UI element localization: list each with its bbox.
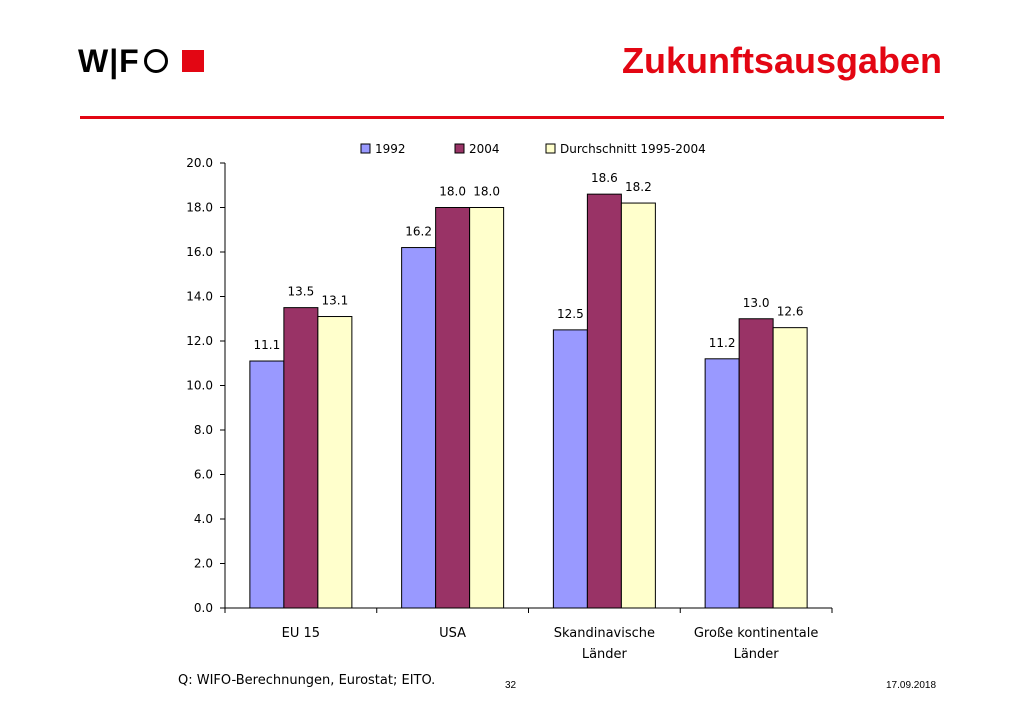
bar (249, 360, 285, 609)
x-category-label: Große kontinentale (694, 626, 819, 641)
y-tick-label: 14.0 (186, 290, 213, 304)
y-tick-label: 18.0 (186, 201, 213, 215)
legend-swatch (545, 143, 556, 154)
logo-text: W|F (78, 42, 140, 79)
y-tick-label: 12.0 (186, 334, 213, 348)
y-tick-label: 8.0 (194, 423, 213, 437)
data-label: 13.0 (743, 296, 770, 310)
data-label: 18.0 (473, 185, 500, 199)
x-category-label: EU 15 (282, 626, 320, 641)
x-category-label: Skandinavische (554, 626, 655, 641)
y-tick-label: 4.0 (194, 512, 213, 526)
source-note: Q: WIFO-Berechnungen, Eurostat; EITO. (178, 673, 436, 688)
bar (469, 207, 505, 609)
data-label: 18.6 (591, 171, 618, 185)
x-category-label: USA (439, 626, 466, 641)
logo-circle-icon (143, 49, 168, 73)
bar (772, 327, 808, 609)
data-label: 13.5 (288, 285, 315, 299)
y-tick-label: 20.0 (186, 156, 213, 170)
x-category-label: Länder (582, 647, 628, 662)
data-label: 11.2 (709, 336, 736, 350)
bar (620, 202, 656, 609)
bar (283, 307, 319, 609)
x-category-label: Länder (734, 647, 780, 662)
title-divider (80, 116, 944, 119)
bar (401, 247, 437, 609)
data-label: 18.2 (625, 180, 652, 194)
legend-label: 1992 (375, 142, 406, 156)
legend-label: 2004 (469, 142, 500, 156)
y-tick-label: 6.0 (194, 468, 213, 482)
bar (552, 329, 588, 609)
bar (435, 207, 471, 609)
y-tick-label: 16.0 (186, 245, 213, 259)
data-label: 11.1 (254, 338, 281, 352)
page-number: 32 (505, 680, 517, 691)
bar (317, 316, 353, 609)
legend-swatch (454, 143, 465, 154)
logo-square-icon (181, 50, 204, 72)
bar (704, 358, 740, 609)
data-label: 12.6 (777, 305, 804, 319)
wifo-logo: W|F (78, 42, 204, 79)
legend-label: Durchschnitt 1995-2004 (560, 142, 706, 156)
slide-title: Zukunftsausgaben (621, 40, 942, 81)
y-tick-label: 10.0 (186, 379, 213, 393)
bar (738, 318, 774, 609)
data-label: 16.2 (405, 225, 432, 239)
data-label: 12.5 (557, 307, 584, 321)
data-label: 18.0 (439, 185, 466, 199)
slide-date: 17.09.2018 (886, 680, 937, 691)
legend-swatch (360, 143, 371, 154)
data-label: 13.1 (322, 294, 349, 308)
y-tick-label: 2.0 (194, 557, 213, 571)
bar (586, 193, 622, 609)
y-tick-label: 0.0 (194, 601, 213, 615)
